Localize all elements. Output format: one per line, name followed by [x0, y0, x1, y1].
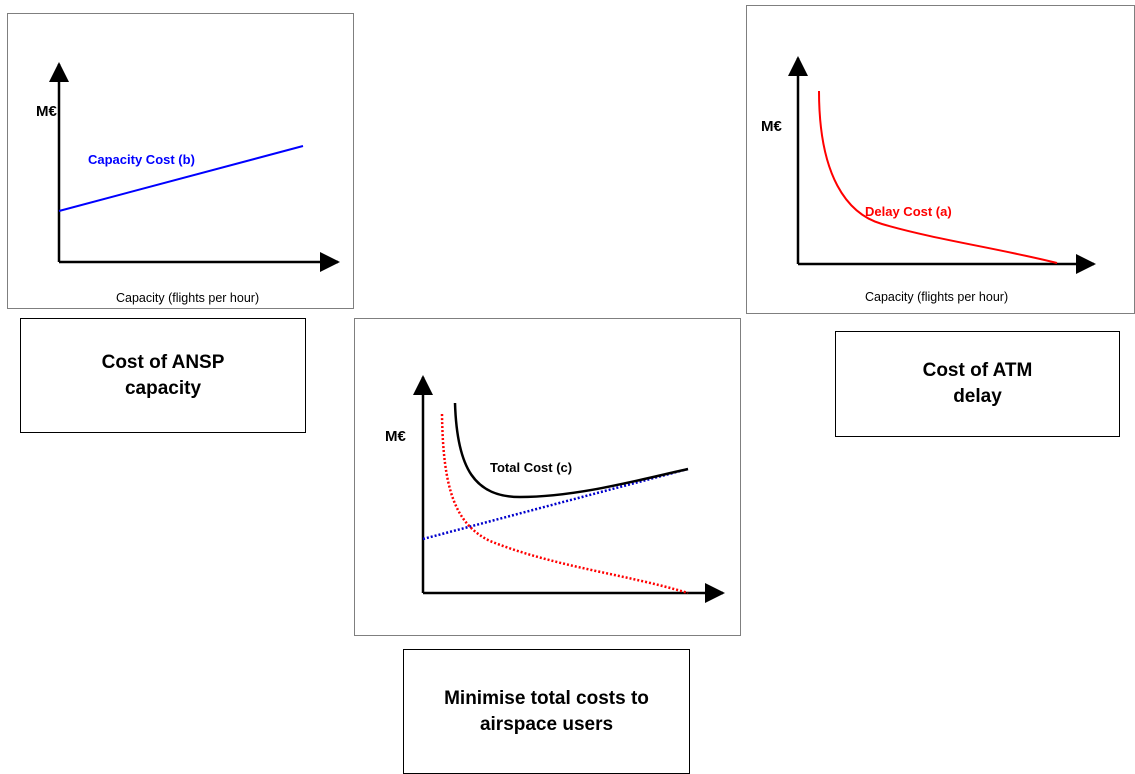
- delay-cost-curve: [818, 90, 1058, 264]
- atm-caption-line2: delay: [953, 386, 1002, 407]
- capacity-cost-panel: M€ Capacity Cost (b) Capacity (flights p…: [7, 13, 354, 309]
- total-caption-line1: Minimise total costs to: [444, 687, 649, 709]
- capacity-cost-chart: M€ Capacity Cost (b) Capacity (flights p…: [36, 62, 340, 305]
- capacity-cost-label: Capacity Cost (b): [88, 152, 195, 167]
- atm-caption-line1: Cost of ATM: [922, 360, 1033, 381]
- ansp-caption-line1: Cost of ANSP: [101, 351, 225, 373]
- total-cost-panel: M€ Total Cost (c): [354, 318, 741, 636]
- delay-cost-dotted-curve: [440, 413, 689, 595]
- delay-cost-label: Delay Cost (a): [865, 204, 952, 219]
- y-axis-label: M€: [385, 428, 406, 445]
- ansp-caption-line2: capacity: [124, 377, 202, 399]
- total-cost-curve: [453, 402, 689, 499]
- total-cost-chart: M€ Total Cost (c): [385, 375, 725, 603]
- capacity-cost-line: [58, 145, 304, 212]
- ansp-capacity-caption: Cost of ANSP capacity: [20, 318, 306, 433]
- total-cost-label: Total Cost (c): [490, 460, 572, 475]
- atm-delay-caption: Cost of ATM delay: [835, 331, 1120, 437]
- delay-cost-chart: M€ Delay Cost (a) Capacity (flights per …: [761, 56, 1096, 304]
- x-axis-label: Capacity (flights per hour): [116, 291, 259, 305]
- total-caption-line2: airspace users: [479, 713, 614, 735]
- delay-cost-panel: M€ Delay Cost (a) Capacity (flights per …: [746, 5, 1135, 314]
- y-axis-label: M€: [36, 103, 57, 120]
- capacity-cost-dotted-line: [422, 467, 689, 541]
- x-axis-label: Capacity (flights per hour): [865, 290, 1008, 304]
- total-costs-caption: Minimise total costs to airspace users: [403, 649, 690, 774]
- y-axis-label: M€: [761, 118, 782, 135]
